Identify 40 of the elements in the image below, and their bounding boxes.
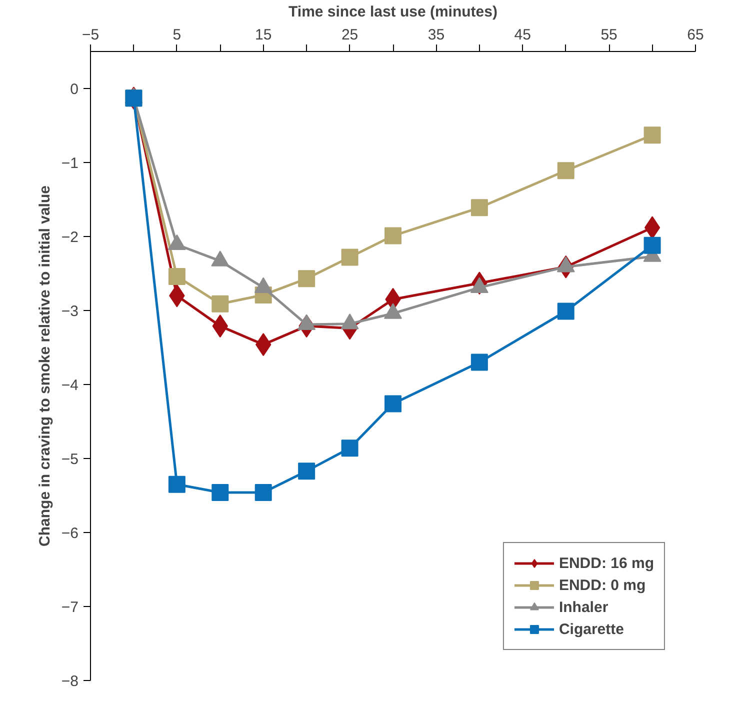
x-tick-label: 15 (255, 26, 272, 44)
legend-label: ENDD: 0 mg (558, 576, 646, 594)
point (470, 354, 488, 371)
point (557, 302, 574, 320)
point (644, 126, 661, 144)
y-tick-label: −5 (61, 451, 79, 468)
point (298, 270, 316, 288)
x-tick-label: −5 (82, 26, 100, 44)
point (341, 248, 358, 266)
point (384, 227, 402, 244)
legend-label: ENDD: 16 mg (558, 554, 654, 572)
x-tick-label: 65 (687, 26, 704, 44)
y-axis-title: Change in craving to smoke relative to initial value (36, 186, 54, 546)
y-tick-label: −7 (61, 599, 79, 616)
x-tick-label: 5 (172, 26, 182, 44)
y-tick-label: −3 (61, 303, 79, 320)
point (341, 440, 358, 457)
point (557, 162, 574, 180)
y-tick-label: −1 (61, 155, 79, 172)
legend-label: Cigarette (558, 620, 624, 638)
y-tick-label: −8 (61, 673, 79, 690)
x-tick-label: 25 (341, 26, 358, 44)
x-tick-label: 35 (428, 26, 445, 44)
point (168, 268, 186, 285)
point (212, 295, 229, 312)
point (168, 476, 186, 493)
point (212, 484, 229, 502)
point (384, 395, 402, 412)
legend-label: Inhaler (558, 598, 608, 616)
x-axis-title: Time since last use (minutes) (288, 4, 498, 20)
point (254, 484, 272, 502)
x-tick-label: 45 (514, 26, 531, 44)
point (470, 199, 488, 216)
y-tick-label: −4 (61, 377, 79, 394)
point (298, 462, 316, 480)
y-tick-label: 0 (70, 81, 78, 98)
point (644, 236, 661, 254)
y-tick-label: −6 (61, 525, 79, 542)
x-tick-label: 55 (600, 26, 618, 44)
y-tick-label: −2 (61, 229, 79, 246)
